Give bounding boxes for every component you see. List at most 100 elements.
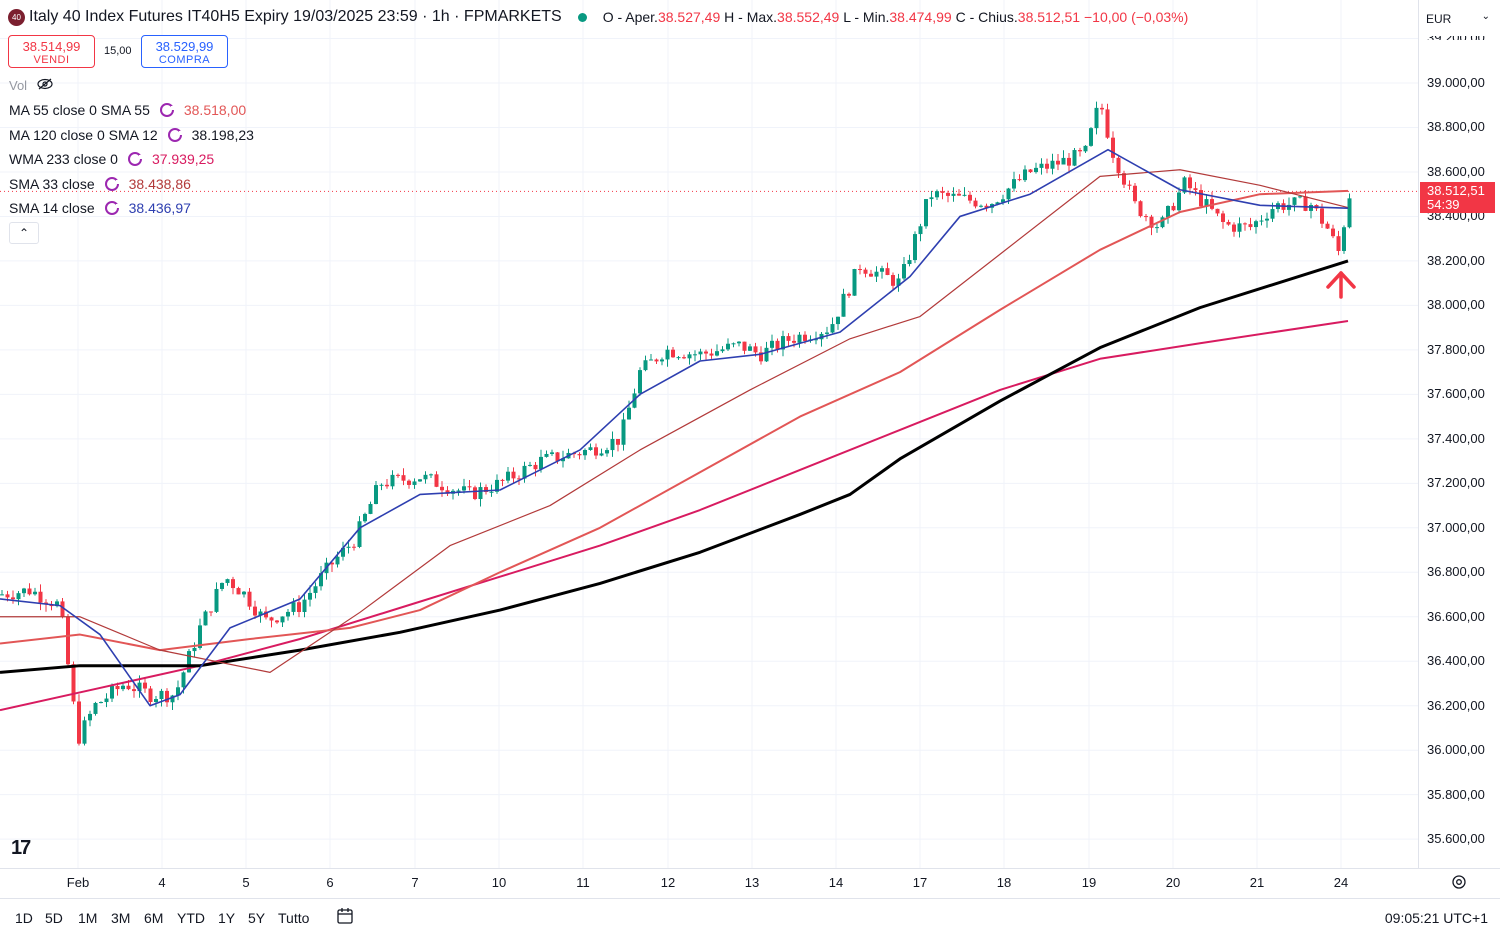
candle-body [830,324,835,333]
tradingview-logo[interactable]: 17 [11,837,31,859]
candle-body [517,478,521,480]
candle [583,448,587,460]
candle-body [495,479,499,492]
candle-body [561,458,565,462]
indicator-value: 38.438,86 [128,176,191,192]
candle [44,599,48,612]
candle [654,358,659,364]
candle-body [940,191,945,193]
candle-body [929,197,934,200]
candle-body [522,465,527,479]
indicator-wma233[interactable]: WMA 233 close 0 37.939,25 [9,151,214,167]
candle [1292,197,1297,212]
candle [1226,219,1231,226]
buy-button[interactable]: 38.529,99 COMPRA [141,35,228,68]
candle-body [1089,128,1093,146]
candle [1111,131,1115,164]
currency-selector[interactable]: EUR ⌄ [1420,6,1496,32]
candle [616,438,620,452]
candle [66,614,70,666]
candle-body [1347,198,1352,228]
hidden-eye-icon[interactable] [37,78,53,93]
candle-body [0,594,4,596]
candle [159,688,164,707]
candle [165,688,169,707]
sell-button[interactable]: 38.514,99 VENDI [8,35,95,68]
candle [825,326,829,339]
candle [330,562,334,572]
candle [1259,215,1264,226]
candle [1133,183,1137,204]
candle-body [132,689,136,692]
candle-body [473,487,477,500]
candle [374,481,378,505]
candle [352,543,356,551]
candle [929,190,934,207]
price-tick-label: 37.800,00 [1427,341,1485,357]
symbol-title[interactable]: Italy 40 Index Futures IT40H5 Expiry 19/… [29,8,562,25]
candle-body [1320,208,1324,224]
refresh-icon [167,128,183,142]
period-all[interactable]: Tutto [278,910,310,926]
collapse-legend-button[interactable]: ⌃ [9,222,39,244]
period-1m[interactable]: 1M [78,910,98,926]
period-1d[interactable]: 1D [15,910,33,926]
candle [214,582,219,614]
candle-body [1237,223,1242,232]
candle [385,479,389,489]
candle [220,582,224,592]
candle-body [253,606,257,616]
candle-body [82,720,87,744]
period-ytd[interactable]: YTD [177,910,205,926]
price-tick-label: 39.200,00 [1427,30,1485,40]
axis-settings-icon[interactable] [1451,874,1467,890]
candle-body [1116,157,1121,174]
candle [1083,145,1088,153]
candle [511,467,516,483]
candle [968,191,972,204]
period-5y[interactable]: 5Y [248,910,266,926]
refresh-icon [104,201,120,215]
indicator-name: MA 55 close 0 SMA 55 [9,102,150,118]
period-3m[interactable]: 3M [111,910,131,926]
candle [154,695,158,708]
candle [797,332,802,348]
indicator-sma14[interactable]: SMA 14 close 38.436,97 [9,200,191,216]
candle-body [797,334,802,343]
candle-body [852,269,857,296]
candle-body [363,513,367,522]
candle-body [1221,213,1225,222]
clock-time[interactable]: 09:05:21 UTC+1 [1384,910,1488,926]
candle [467,480,472,491]
calendar-range-icon[interactable] [336,907,354,925]
candle [104,693,109,708]
period-6m[interactable]: 6M [144,910,164,926]
candle [1160,215,1165,229]
candle [302,592,307,618]
candle [319,566,323,591]
candle-body [1028,169,1033,173]
candle-body [1083,145,1088,152]
candle-body [869,273,873,277]
candle-body [302,599,307,612]
candle [1144,213,1148,222]
candle-body [319,573,323,587]
candle [0,590,4,596]
candle-body [374,485,378,505]
period-1y[interactable]: 1Y [218,910,236,926]
candle-body [1342,227,1346,251]
volume-legend[interactable]: Vol [9,78,53,93]
currency-label: EUR [1426,12,1452,26]
indicator-ma120[interactable]: MA 120 close 0 SMA 12 38.198,23 [9,127,254,143]
candle-body [555,452,560,462]
candle-body [236,588,241,595]
period-5d[interactable]: 5D [45,910,63,926]
candle-body [242,591,246,595]
indicator-ma55[interactable]: MA 55 close 0 SMA 55 38.518,00 [9,102,246,118]
candle-body [544,453,549,457]
candle-body [759,352,763,362]
price-tick-label: 36.600,00 [1427,608,1485,624]
indicator-sma33[interactable]: SMA 33 close 38.438,86 [9,176,191,192]
candle [594,443,598,460]
